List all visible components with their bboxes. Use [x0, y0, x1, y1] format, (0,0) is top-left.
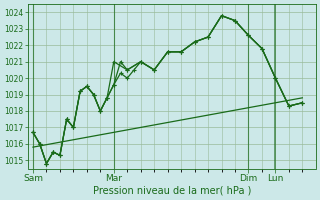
X-axis label: Pression niveau de la mer( hPa ): Pression niveau de la mer( hPa ) — [92, 186, 251, 196]
